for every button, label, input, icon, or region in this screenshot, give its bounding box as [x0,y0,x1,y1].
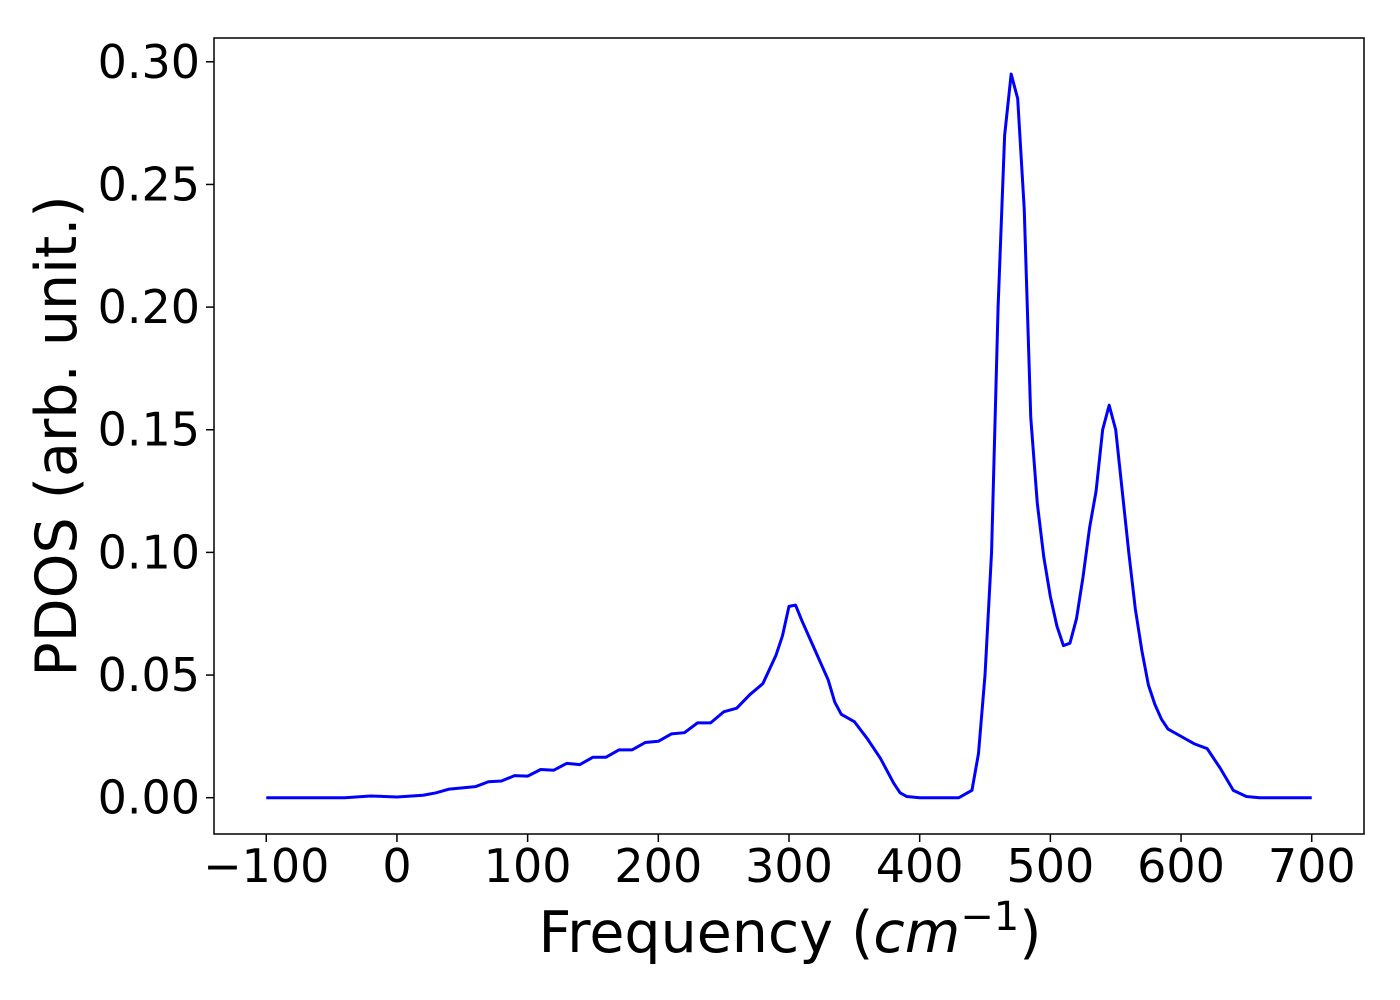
y-tick-label: 0.15 [98,403,200,457]
x-tick-label: 0 [382,839,411,893]
x-axis-label: Frequency (cm−1) [539,894,1042,966]
data-line [266,72,1312,800]
x-tick-label: 200 [614,839,702,893]
y-tick-label: 0.30 [98,35,200,89]
plot-frame [213,37,1365,835]
y-tick-label: 0.05 [98,648,200,702]
x-label-unit: cm [873,900,960,966]
x-tick-label: 500 [1006,839,1094,893]
x-label-text: Frequency ( [539,900,874,966]
y-axis-label: PDOS (arb. unit.) [24,195,90,676]
x-tick-label: −100 [203,839,329,893]
x-tick-label: 400 [876,839,964,893]
y-tick-label: 0.20 [98,280,200,334]
y-tick-label: 0.00 [98,771,200,825]
x-tick-label: 700 [1268,839,1356,893]
x-label-exponent: −1 [960,894,1019,940]
y-tick-label: 0.10 [98,525,200,579]
x-tick-label: 100 [484,839,572,893]
y-tick-label: 0.25 [98,157,200,211]
x-tick-label: 300 [745,839,833,893]
x-tick-label: 600 [1137,839,1225,893]
x-label-close: ) [1019,900,1041,966]
